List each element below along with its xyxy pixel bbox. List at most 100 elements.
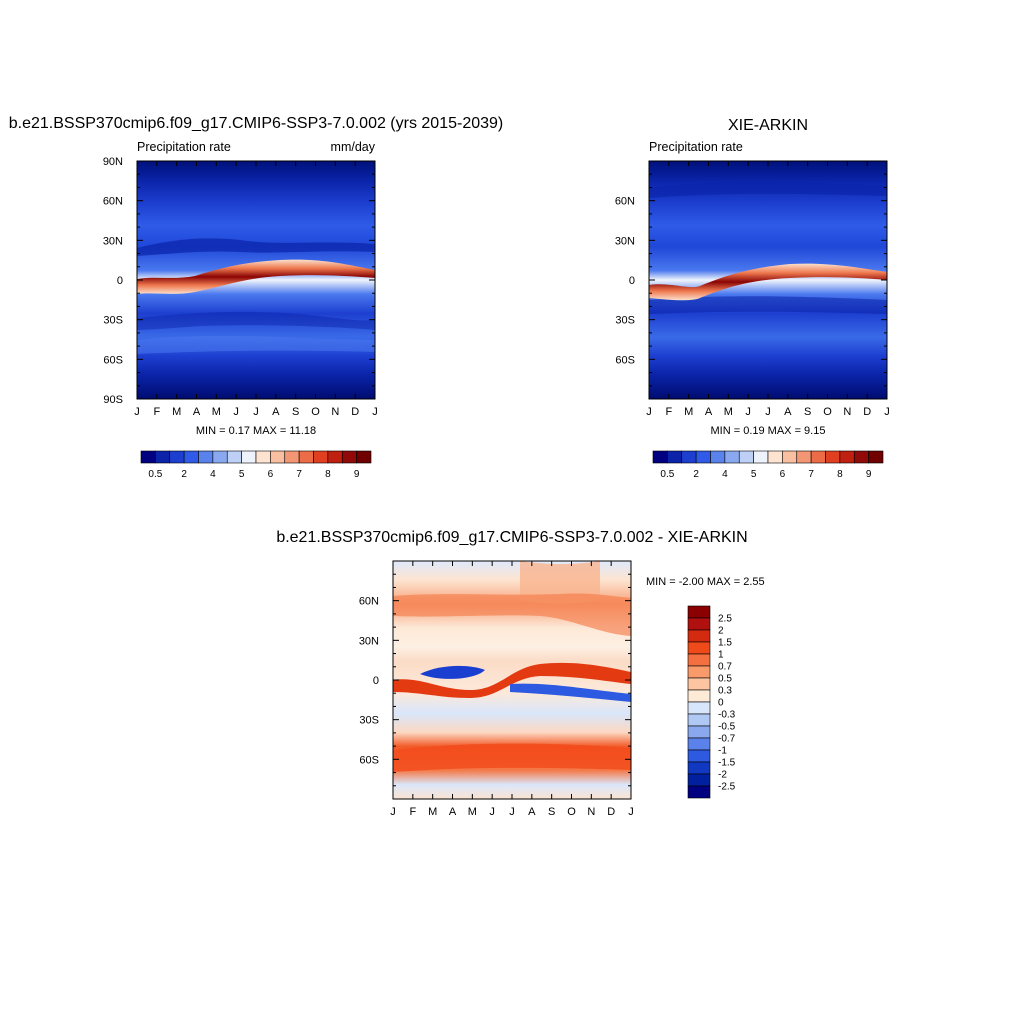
colorbar-label: 2 [181, 469, 187, 480]
colorbar-swatch [687, 665, 711, 679]
x-tick-label: A [449, 806, 457, 818]
panel2-title: XIE-ARKIN [728, 117, 808, 134]
colorbar-swatch [327, 450, 343, 464]
x-tick-label: M [428, 806, 437, 818]
x-tick-label: O [567, 806, 576, 818]
y-tick-label: 30N [359, 635, 379, 647]
panel1-minmax: MIN = 0.17 MAX = 11.18 [196, 425, 316, 437]
colorbar-label: 4 [210, 469, 216, 480]
colorbar-swatch [270, 450, 286, 464]
colorbar-swatch [241, 450, 257, 464]
colorbar-label: 6 [268, 469, 274, 480]
x-tick-label: J [509, 806, 515, 818]
colorbar-swatch [140, 450, 156, 464]
x-tick-label: A [193, 406, 201, 418]
colorbar-swatch [853, 450, 869, 464]
colorbar-swatch [652, 450, 668, 464]
x-tick-label: J [745, 406, 751, 418]
x-tick-label: D [351, 406, 359, 418]
x-tick-label: S [292, 406, 299, 418]
colorbar-swatch [687, 629, 711, 643]
colorbar-swatch [767, 450, 783, 464]
colorbar-label: 7 [808, 469, 814, 480]
colorbar-swatch [687, 605, 711, 619]
colorbar-swatch [226, 450, 242, 464]
y-tick-label: 0 [373, 675, 379, 687]
colorbar-swatch [695, 450, 711, 464]
panel3-colorbar: 2.521.510.70.50.30-0.3-0.5-0.7-1-1.5-2-2… [687, 605, 736, 799]
colorbar-swatch [687, 773, 711, 787]
colorbar-swatch [687, 653, 711, 667]
colorbar-label: 0.7 [718, 662, 732, 673]
x-tick-label: A [272, 406, 280, 418]
colorbar-swatch [169, 450, 185, 464]
y-tick-label: 60N [615, 196, 635, 208]
colorbar-swatch [212, 450, 228, 464]
colorbar-swatch [687, 689, 711, 703]
x-tick-label: J [884, 406, 890, 418]
colorbar-swatch [313, 450, 329, 464]
colorbar-swatch [183, 450, 199, 464]
colorbar-label: 2 [693, 469, 699, 480]
x-tick-label: J [253, 406, 259, 418]
x-tick-label: N [587, 806, 595, 818]
colorbar-label: 0.5 [660, 469, 674, 480]
x-tick-label: N [331, 406, 339, 418]
x-tick-label: A [528, 806, 536, 818]
colorbar-swatch [738, 450, 754, 464]
x-tick-label: S [804, 406, 811, 418]
colorbar-swatch [298, 450, 314, 464]
colorbar-label: 1.5 [718, 638, 732, 649]
panel3-plot [393, 561, 631, 799]
y-tick-label: 60S [359, 754, 379, 766]
colorbar-label: -2 [718, 770, 727, 781]
panel3-minmax: MIN = -2.00 MAX = 2.55 [646, 576, 765, 588]
y-tick-label: 30S [103, 315, 123, 327]
colorbar-label: 6 [780, 469, 786, 480]
x-tick-label: M [468, 806, 477, 818]
colorbar-swatch [687, 713, 711, 727]
colorbar-label: 0.5 [148, 469, 162, 480]
x-tick-label: J [372, 406, 378, 418]
panel1-title: b.e21.BSSP370cmip6.f09_g17.CMIP6-SSP3-7.… [9, 115, 504, 132]
colorbar-label: 0.5 [718, 674, 732, 685]
y-tick-label: 60N [103, 196, 123, 208]
colorbar-swatch [687, 617, 711, 631]
x-tick-label: J [390, 806, 396, 818]
x-tick-label: J [765, 406, 771, 418]
colorbar-swatch [284, 450, 300, 464]
colorbar-label: 5 [751, 469, 757, 480]
colorbar-label: -0.5 [718, 722, 736, 733]
colorbar-swatch [839, 450, 855, 464]
y-tick-label: 0 [117, 275, 123, 287]
colorbar-label: 2.5 [718, 614, 732, 625]
colorbar-swatch [687, 677, 711, 691]
colorbar-label: 2 [718, 626, 724, 637]
y-tick-label: 60S [103, 354, 123, 366]
x-tick-label: N [843, 406, 851, 418]
x-tick-label: O [823, 406, 832, 418]
x-tick-label: J [134, 406, 140, 418]
panel3-y-ticks: 60N 30N 0 30S 60S [359, 573, 631, 787]
x-tick-label: O [311, 406, 320, 418]
colorbar-swatch [710, 450, 726, 464]
panel1-y-ticks: 90N 60N 30N 0 30S 60S 90S [103, 156, 375, 406]
colorbar-label: 8 [837, 469, 843, 480]
x-tick-label: J [233, 406, 239, 418]
panel2-y-ticks: 60N 30N 0 30S 60S [615, 173, 887, 387]
x-tick-label: J [489, 806, 495, 818]
colorbar-label: 9 [354, 469, 360, 480]
colorbar-label: 4 [722, 469, 728, 480]
x-tick-label: S [548, 806, 555, 818]
x-tick-label: J [646, 406, 652, 418]
colorbar-swatch [868, 450, 884, 464]
y-tick-label: 90N [103, 156, 123, 168]
x-tick-label: A [784, 406, 792, 418]
colorbar-swatch [687, 725, 711, 739]
y-tick-label: 0 [629, 275, 635, 287]
colorbar-swatch [155, 450, 171, 464]
x-tick-label: F [409, 806, 416, 818]
